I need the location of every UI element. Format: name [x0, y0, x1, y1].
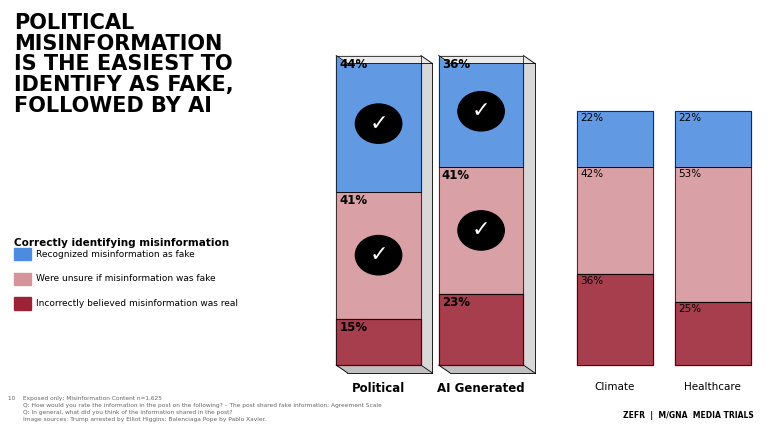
Bar [577, 167, 653, 274]
Bar [577, 111, 653, 167]
Bar [14, 273, 31, 285]
Bar [577, 274, 653, 365]
Text: Climate: Climate [594, 382, 635, 392]
Bar [675, 111, 751, 167]
Bar [675, 167, 751, 301]
Text: Were unsure if misinformation was fake: Were unsure if misinformation was fake [36, 275, 216, 283]
Text: 44%: 44% [339, 58, 368, 71]
Bar [336, 319, 421, 365]
Text: Healthcare: Healthcare [684, 382, 741, 392]
Text: Recognized misinformation as fake: Recognized misinformation as fake [36, 250, 195, 259]
Polygon shape [421, 55, 432, 373]
Bar [675, 167, 751, 301]
Text: AI Generated: AI Generated [437, 382, 525, 395]
Text: Correctly identifying misinformation: Correctly identifying misinformation [14, 238, 229, 248]
Bar [439, 167, 523, 294]
Text: 36%: 36% [580, 276, 603, 286]
Text: ✓: ✓ [472, 101, 490, 121]
Text: ✓: ✓ [369, 245, 388, 265]
Bar [577, 167, 653, 274]
Bar [439, 294, 523, 365]
Text: 42%: 42% [580, 169, 603, 179]
Text: 23%: 23% [442, 296, 470, 309]
Text: POLITICAL
MISINFORMATION
IS THE EASIEST TO
IDENTIFY AS FAKE,
FOLLOWED BY AI: POLITICAL MISINFORMATION IS THE EASIEST … [14, 13, 234, 116]
Bar [675, 301, 751, 365]
Bar [439, 167, 523, 294]
Text: 15%: 15% [339, 321, 368, 334]
Bar [439, 55, 523, 167]
Bar [577, 274, 653, 365]
Bar [336, 55, 421, 192]
Polygon shape [336, 55, 432, 63]
Text: 22%: 22% [678, 114, 701, 124]
Bar [675, 111, 751, 167]
Text: Incorrectly believed misinformation was real: Incorrectly believed misinformation was … [36, 299, 238, 308]
Text: 41%: 41% [442, 169, 470, 182]
Ellipse shape [355, 104, 402, 143]
Text: 36%: 36% [442, 58, 470, 71]
Text: 41%: 41% [339, 194, 368, 207]
Text: ✓: ✓ [472, 220, 490, 240]
Polygon shape [439, 55, 535, 63]
Text: ✓: ✓ [369, 114, 388, 134]
Ellipse shape [458, 211, 504, 250]
Ellipse shape [458, 92, 504, 131]
Text: 25%: 25% [678, 304, 701, 314]
Bar [675, 301, 751, 365]
Bar [336, 192, 421, 319]
Bar [336, 192, 421, 319]
Polygon shape [336, 365, 432, 373]
Polygon shape [439, 365, 535, 373]
Bar [14, 248, 31, 260]
Text: ZEFR  |  M/GNA  MEDIA TRIALS: ZEFR | M/GNA MEDIA TRIALS [622, 411, 754, 420]
Bar [336, 55, 421, 192]
Ellipse shape [355, 235, 402, 275]
Bar [336, 319, 421, 365]
Text: 10    Exposed only; Misinformation Content n=1,625
        Q: How would you rate: 10 Exposed only; Misinformation Content … [8, 396, 382, 422]
Bar [439, 294, 523, 365]
Text: Political: Political [352, 382, 405, 395]
Bar [439, 55, 523, 167]
Polygon shape [523, 55, 535, 373]
Bar [577, 111, 653, 167]
Text: 22%: 22% [580, 114, 603, 124]
Text: 53%: 53% [678, 169, 701, 179]
Bar [14, 297, 31, 310]
